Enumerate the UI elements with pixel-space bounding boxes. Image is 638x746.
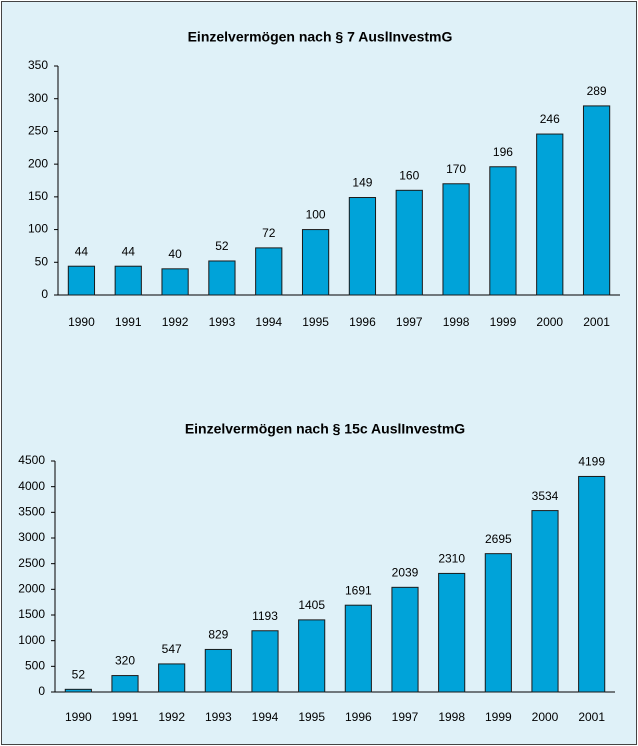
data-label: 170 <box>446 162 466 176</box>
y-tick-label: 0 <box>38 684 45 698</box>
x-tick-label: 1998 <box>443 315 470 329</box>
x-tick-label: 1991 <box>112 710 139 724</box>
x-tick-label: 1994 <box>252 710 279 724</box>
y-tick-label: 1000 <box>18 633 45 647</box>
data-label: 289 <box>587 84 607 98</box>
y-tick-label: 350 <box>28 58 48 72</box>
y-tick-label: 3500 <box>18 505 45 519</box>
y-tick-label: 500 <box>25 659 45 673</box>
x-tick-label: 1999 <box>490 315 517 329</box>
data-label: 100 <box>306 208 326 222</box>
y-tick-label: 4000 <box>18 479 45 493</box>
bar <box>578 475 606 693</box>
data-label: 52 <box>72 668 86 682</box>
bar <box>208 260 236 296</box>
x-tick-label: 1997 <box>392 710 419 724</box>
data-label: 2039 <box>392 566 419 580</box>
bar <box>111 675 139 693</box>
x-tick-label: 1999 <box>485 710 512 724</box>
x-tick-label: 2001 <box>583 315 610 329</box>
y-tick-label: 50 <box>35 254 49 268</box>
y-tick-label: 200 <box>28 156 48 170</box>
x-tick-label: 1996 <box>349 315 376 329</box>
bar <box>204 648 232 693</box>
data-label: 4199 <box>578 455 605 469</box>
data-label: 2695 <box>485 532 512 546</box>
x-tick-label: 1992 <box>162 315 189 329</box>
data-label: 1691 <box>345 583 372 597</box>
x-tick-label: 1990 <box>65 710 92 724</box>
x-tick-label: 2001 <box>578 710 605 724</box>
bar <box>298 619 326 693</box>
x-tick-label: 1991 <box>115 315 142 329</box>
data-label: 246 <box>540 112 560 126</box>
x-tick-label: 1998 <box>438 710 465 724</box>
y-tick-label: 250 <box>28 124 48 138</box>
bar <box>531 510 559 693</box>
bar <box>391 586 419 693</box>
bar <box>536 133 564 296</box>
bar <box>301 229 330 296</box>
bar <box>255 247 283 296</box>
x-tick-label: 1990 <box>68 315 95 329</box>
y-tick-label: 300 <box>28 91 48 105</box>
y-tick-label: 4500 <box>18 453 45 467</box>
bar <box>442 183 470 296</box>
bar <box>158 663 186 693</box>
bar <box>438 572 466 693</box>
data-label: 1405 <box>298 598 325 612</box>
data-label: 149 <box>352 176 372 190</box>
bar <box>348 197 377 296</box>
x-tick-label: 1993 <box>209 315 236 329</box>
bar <box>161 268 189 296</box>
data-label: 160 <box>399 168 419 182</box>
data-label: 52 <box>215 239 229 253</box>
chart-title: Einzelvermögen nach § 7 AuslInvestmG <box>188 29 453 45</box>
x-tick-label: 1996 <box>345 710 372 724</box>
y-tick-label: 100 <box>28 222 48 236</box>
bar <box>344 604 372 693</box>
y-tick-label: 3000 <box>18 530 45 544</box>
y-tick-label: 1500 <box>18 607 45 621</box>
data-label: 1193 <box>252 609 278 623</box>
x-tick-label: 1993 <box>205 710 232 724</box>
bar <box>484 553 512 693</box>
x-tick-label: 1992 <box>158 710 185 724</box>
data-label: 44 <box>75 244 89 258</box>
data-label: 320 <box>115 654 135 668</box>
chart-title: Einzelvermögen nach § 15c AuslInvestmG <box>185 421 465 437</box>
x-tick-label: 1994 <box>255 315 282 329</box>
bar <box>64 688 92 693</box>
bar <box>582 105 611 296</box>
x-tick-label: 1995 <box>302 315 329 329</box>
data-label: 72 <box>262 226 276 240</box>
data-label: 2310 <box>438 552 465 566</box>
x-tick-label: 2000 <box>532 710 559 724</box>
y-tick-label: 2000 <box>18 582 45 596</box>
bar <box>395 189 423 296</box>
y-tick-label: 0 <box>41 287 48 301</box>
x-tick-label: 1997 <box>396 315 423 329</box>
x-tick-label: 2000 <box>536 315 563 329</box>
x-tick-label: 1995 <box>298 710 325 724</box>
bar <box>114 265 142 296</box>
data-label: 3534 <box>532 489 559 503</box>
data-label: 547 <box>162 642 182 656</box>
y-tick-label: 2500 <box>18 556 45 570</box>
data-label: 196 <box>493 145 513 159</box>
data-label: 829 <box>208 628 228 642</box>
data-label: 44 <box>122 244 136 258</box>
data-label: 40 <box>168 247 182 261</box>
bar <box>67 265 96 296</box>
bar <box>489 166 517 296</box>
y-tick-label: 150 <box>28 189 48 203</box>
bar <box>251 630 279 693</box>
